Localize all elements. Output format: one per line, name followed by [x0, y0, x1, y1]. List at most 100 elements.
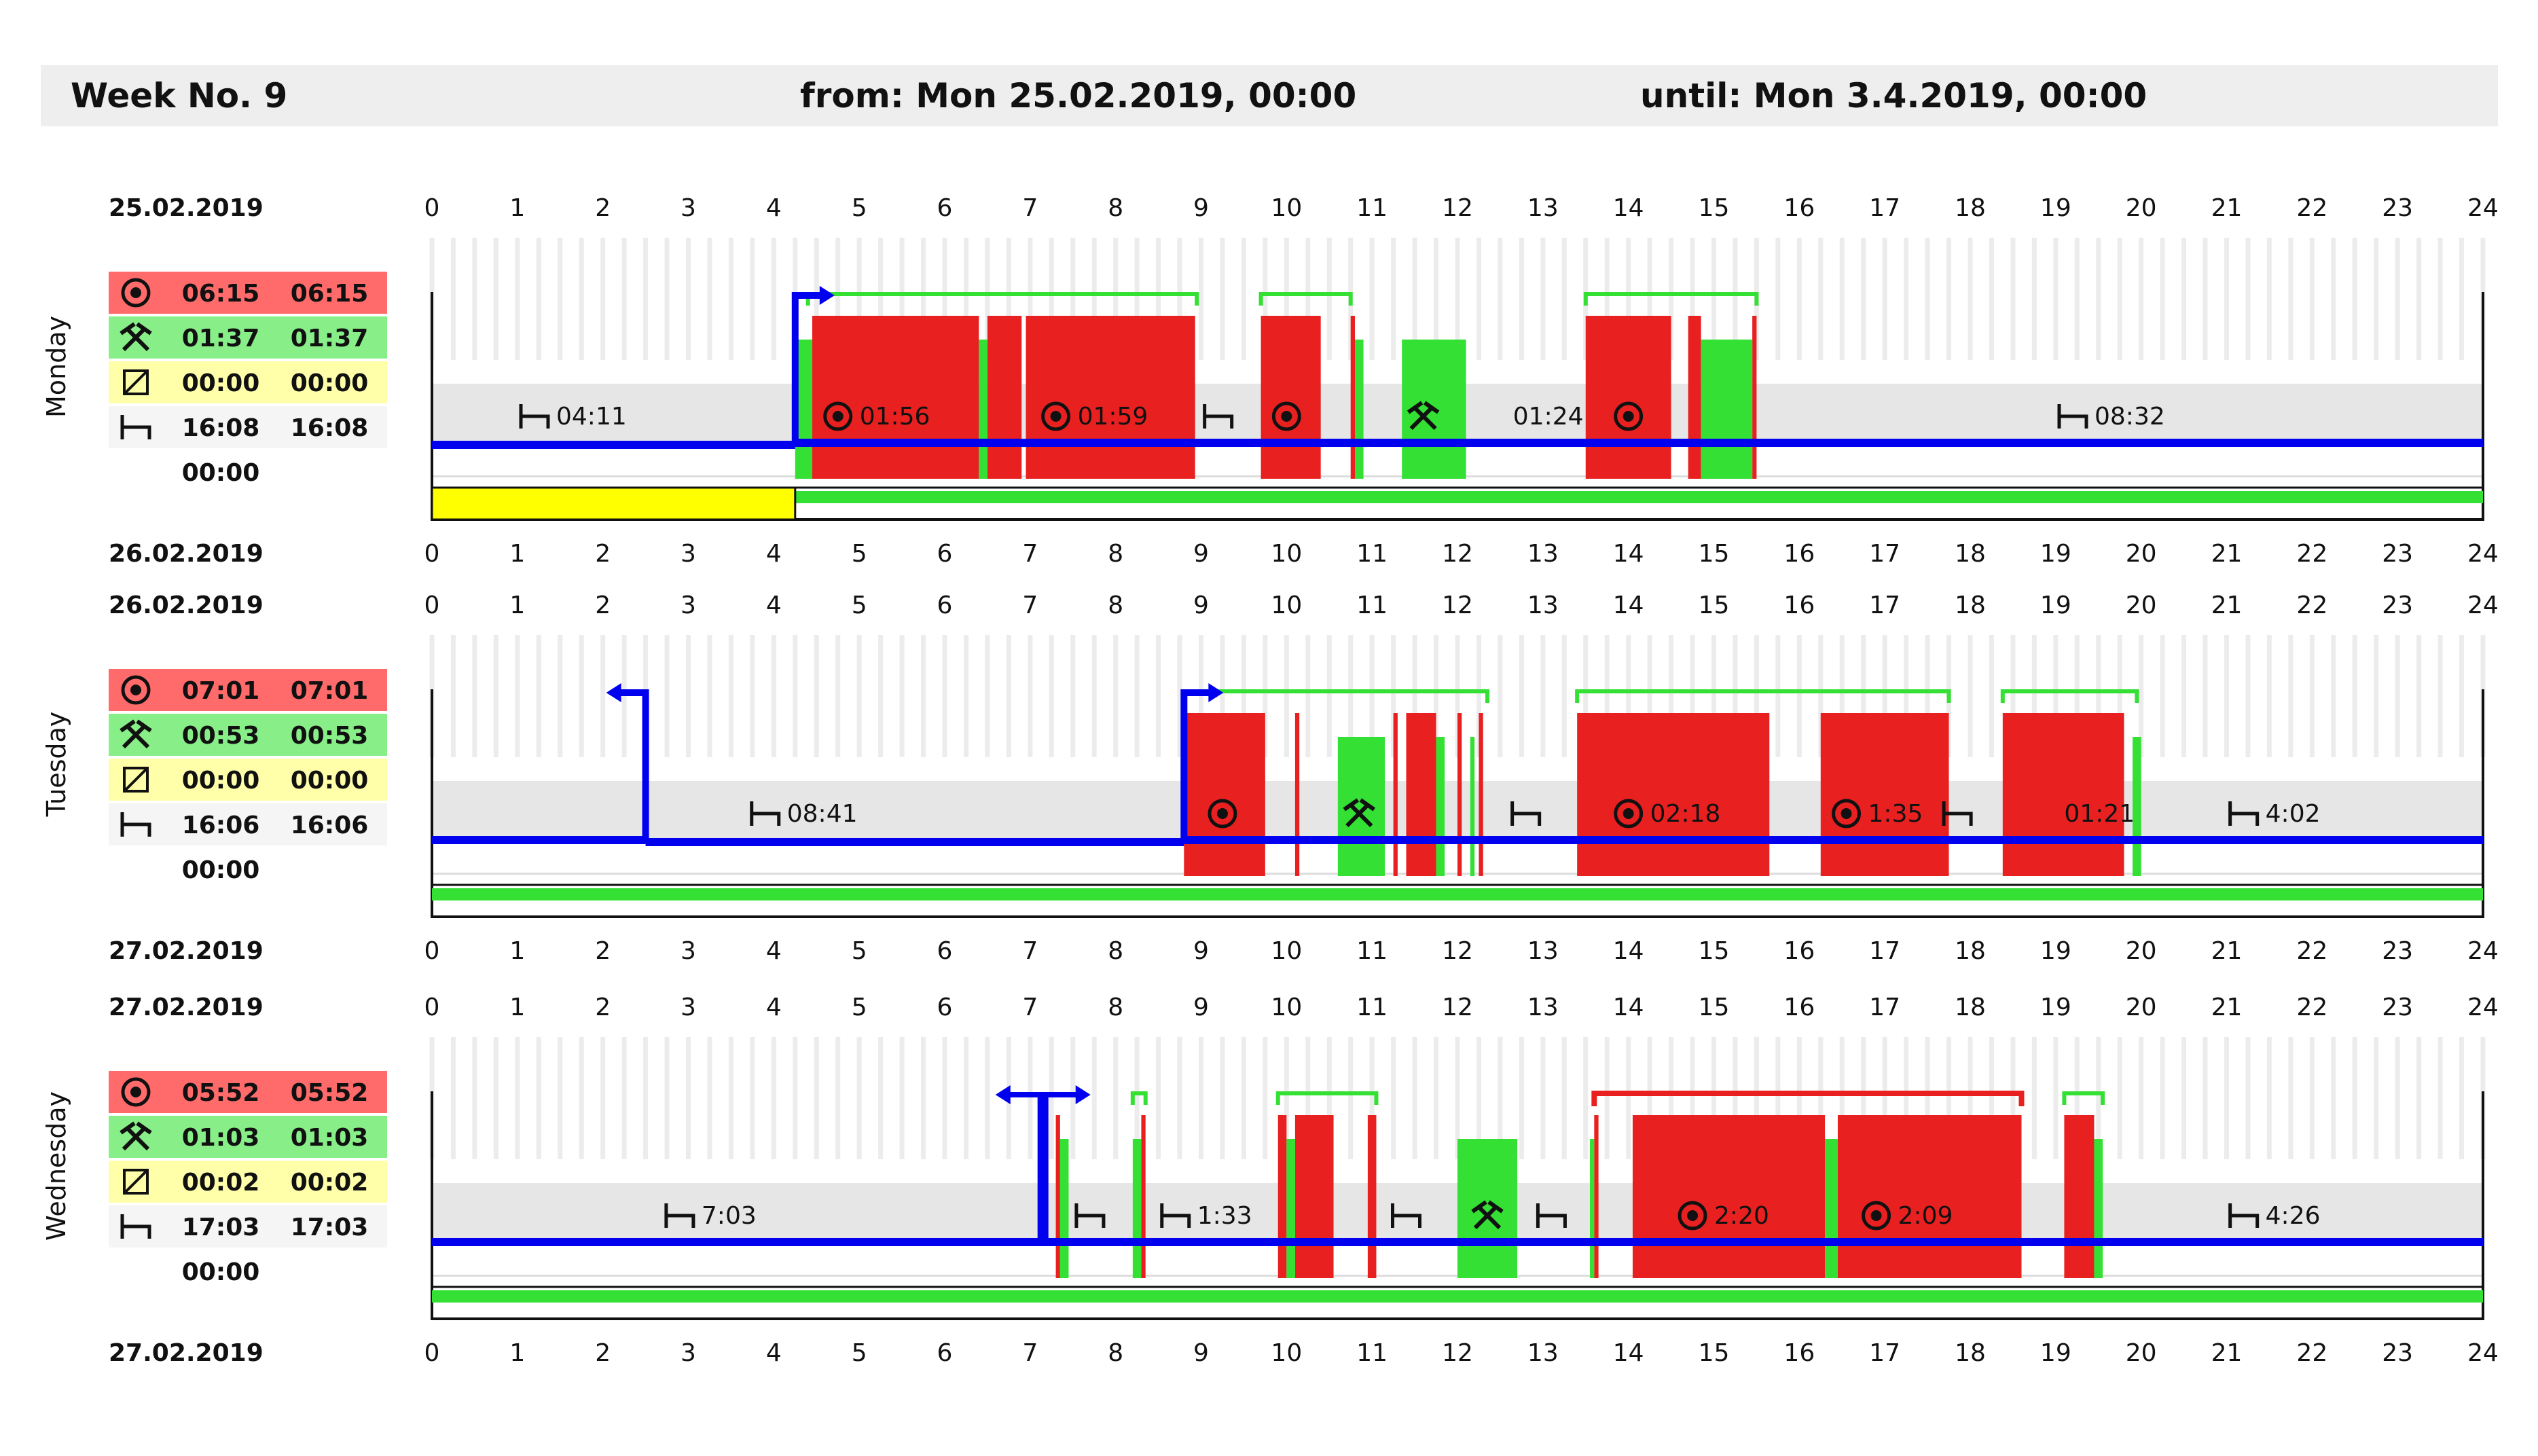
icon-box — [123, 1169, 149, 1195]
icon-ring — [823, 401, 853, 431]
icon-hammers — [120, 1121, 152, 1151]
crossed-hammers-icon — [120, 719, 152, 749]
hour-tick-label-bottom: 17 — [1869, 540, 1900, 568]
shift-bracket — [1130, 1091, 1148, 1105]
segment-duration-label: 7:03 — [702, 1202, 757, 1230]
segment-duration-label: 1:35 — [1868, 800, 1923, 828]
icon-bed — [1510, 801, 1542, 826]
hour-tick-label-bottom: 24 — [2467, 1339, 2499, 1367]
icon-hub — [832, 411, 844, 422]
hour-tick-label-top: 12 — [1442, 194, 1473, 222]
icon-bed — [120, 415, 151, 439]
driving-bar — [1594, 1115, 1599, 1278]
hour-tick-label-top: 20 — [2126, 592, 2157, 619]
icon-ring — [1271, 401, 1301, 431]
day-panel-monday: 25.02.201926.02.201900112233445566778899… — [41, 194, 2499, 568]
bed-icon — [519, 404, 550, 429]
steering-wheel-icon — [1832, 799, 1862, 829]
segment-duration-label: 2:09 — [1898, 1202, 1953, 1230]
hour-tick-label-bottom: 24 — [2467, 540, 2499, 568]
work-bar — [1825, 1139, 1838, 1278]
icon-bed — [1942, 801, 1973, 826]
hour-tick-label-bottom: 15 — [1699, 540, 1730, 568]
hour-tick-label-bottom: 20 — [2126, 1339, 2157, 1367]
summary-value-total: 06:15 — [291, 280, 369, 308]
bed-icon — [1203, 404, 1234, 429]
summary-value-total: 07:01 — [291, 677, 369, 705]
summary-row-driving — [109, 272, 387, 314]
icon-bed — [664, 1203, 695, 1228]
bed-icon — [1391, 1203, 1421, 1228]
day-panel-wednesday: 27.02.201927.02.201900112233445566778899… — [41, 994, 2499, 1367]
icon-hub — [130, 1087, 141, 1097]
driving-bar — [1141, 1115, 1146, 1278]
steering-wheel-icon — [1862, 1201, 1891, 1231]
bed-icon — [2228, 801, 2260, 826]
hour-tick-label-top: 3 — [681, 592, 696, 619]
hour-tick-label-top: 11 — [1356, 994, 1388, 1021]
icon-bed — [2228, 1203, 2260, 1228]
icon-box — [123, 369, 149, 395]
work-bar — [1436, 737, 1445, 876]
icon-hub — [1216, 808, 1228, 819]
trip-arrow-right — [1075, 1085, 1091, 1104]
hour-tick-label-bottom: 3 — [681, 1339, 696, 1367]
hour-tick-label-top: 17 — [1869, 194, 1900, 222]
icon-bed — [2057, 404, 2088, 429]
summary-value-total: 00:02 — [291, 1169, 369, 1197]
summary-value-day: 07:01 — [182, 677, 260, 705]
date-label-bottom: 26.02.2019 — [109, 540, 264, 568]
hour-tick-label-bottom: 11 — [1356, 1339, 1388, 1367]
hour-tick-label-bottom: 1 — [509, 540, 525, 568]
hour-tick-label-top: 1 — [509, 194, 525, 222]
work-bar — [1590, 1139, 1595, 1278]
date-label-top: 25.02.2019 — [109, 194, 264, 222]
hour-tick-label-top: 22 — [2296, 592, 2327, 619]
summary-row-work — [109, 714, 387, 756]
hour-tick-label-bottom: 5 — [852, 1339, 867, 1367]
hour-tick-label-top: 13 — [1527, 194, 1559, 222]
hour-tick-label-top: 21 — [2211, 994, 2243, 1021]
summary-value-total: 16:06 — [291, 812, 369, 839]
hour-tick-label-bottom: 23 — [2382, 937, 2413, 965]
hour-tick-label-top: 3 — [681, 194, 696, 222]
hour-tick-label-top: 20 — [2126, 994, 2157, 1021]
track-frame — [431, 689, 2484, 918]
hour-tick-label-bottom: 9 — [1193, 937, 1209, 965]
hour-tick-label-bottom: 0 — [424, 937, 440, 965]
icon-bed — [1074, 1203, 1106, 1228]
trip-arrow — [819, 286, 835, 305]
icon-hub — [1622, 411, 1634, 422]
icon-hub — [1687, 1210, 1699, 1221]
icon-diag — [123, 369, 149, 395]
hour-tick-label-top: 2 — [595, 194, 611, 222]
hour-tick-label-bottom: 13 — [1527, 1339, 1559, 1367]
hour-tick-label-top: 23 — [2382, 994, 2413, 1021]
hour-tick-label-bottom: 7 — [1022, 937, 1038, 965]
icon-hammers — [120, 719, 152, 749]
driving-bar — [1261, 316, 1321, 479]
icon-bed — [1391, 1203, 1421, 1228]
icon-ring — [1678, 1201, 1707, 1231]
hour-tick-label-top: 24 — [2467, 194, 2499, 222]
driving-bar — [1820, 713, 1949, 876]
icon-ring — [1041, 401, 1071, 431]
icon-hub — [1622, 808, 1634, 819]
summary-value-day: 01:37 — [182, 325, 260, 352]
hour-tick-label-bottom: 4 — [766, 1339, 782, 1367]
hour-tick-label-bottom: 15 — [1699, 937, 1730, 965]
driving-bar — [1026, 316, 1195, 479]
bed-icon — [1536, 1203, 1567, 1228]
icon-bed — [519, 404, 550, 429]
steering-wheel-icon — [1614, 401, 1644, 431]
hour-tick-label-bottom: 19 — [2040, 937, 2071, 965]
week-number: Week No. 9 — [71, 76, 288, 115]
icon-ring — [121, 1077, 151, 1107]
diagonal-box-icon — [123, 1169, 149, 1195]
icon-ring — [121, 278, 151, 308]
steering-wheel-icon — [1678, 1201, 1707, 1231]
hour-tick-label-bottom: 22 — [2296, 1339, 2327, 1367]
hour-tick-label-bottom: 20 — [2126, 540, 2157, 568]
hour-tick-label-top: 5 — [852, 592, 867, 619]
